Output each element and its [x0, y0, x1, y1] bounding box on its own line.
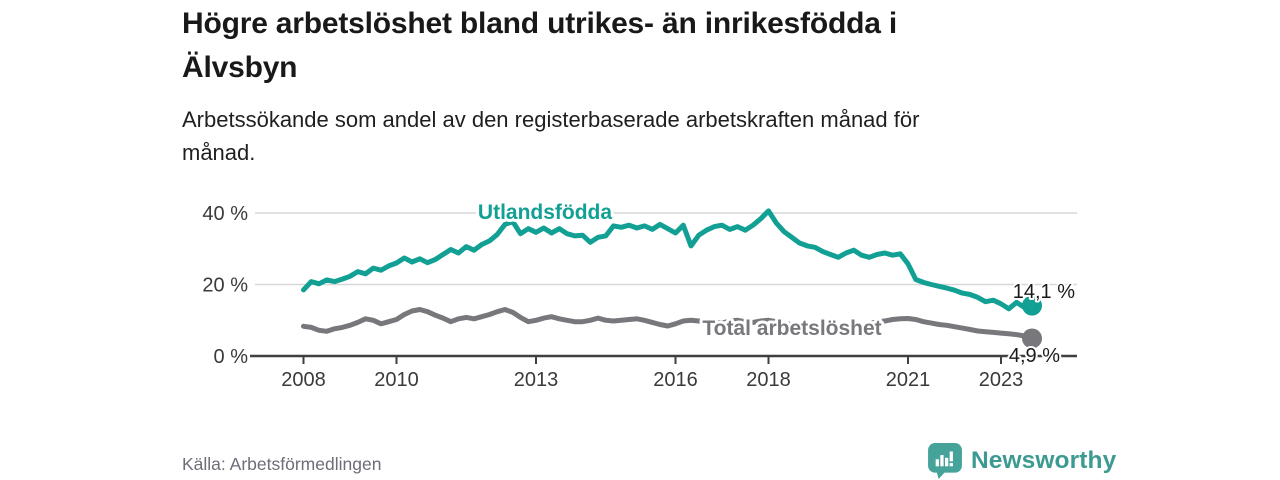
- x-axis-tick-label: 2008: [281, 369, 326, 391]
- subtitle-line-1: Arbetssökande som andel av den registerb…: [182, 107, 920, 132]
- series-label: Utlandsfödda: [478, 201, 612, 224]
- y-axis-tick-label: 20 %: [202, 275, 248, 297]
- x-axis-tick-label: 2010: [374, 369, 419, 391]
- line-chart: 40 % 20 % 0 % 2008 2010 2013 2016 2018 2021 2023 U…: [202, 198, 1077, 391]
- chart-subtitle: Arbetssökande som andel av den registerb…: [182, 103, 1112, 169]
- subtitle-line-2: månad.: [182, 140, 256, 165]
- series-end-value-label: 14,1 %: [1013, 281, 1075, 303]
- series-end-dot: [1022, 295, 1043, 316]
- x-axis-tick-label: 2023: [979, 369, 1024, 391]
- series-label: Total arbetslöshet: [702, 317, 881, 340]
- page-title: Högre arbetslöshet bland utrikes- än inr…: [182, 2, 1112, 90]
- x-axis-tick-label: 2016: [653, 369, 698, 391]
- x-axis-tick-label: 2018: [746, 369, 791, 391]
- title-line-2: Älvsbyn: [182, 51, 298, 84]
- bar-chart-speech-bubble-icon: [928, 443, 962, 479]
- x-axis-tick-label: 2013: [514, 369, 559, 391]
- source-note: Källa: Arbetsförmedlingen: [182, 454, 382, 474]
- series-line-total: [301, 307, 1035, 341]
- series-end-value-label: 4,9 %: [1009, 345, 1060, 367]
- title-line-1: Högre arbetslöshet bland utrikes- än inr…: [182, 7, 897, 40]
- x-axis-tick-label: 2021: [886, 369, 931, 391]
- newsworthy-logo[interactable]: Newsworthy: [928, 443, 1116, 479]
- y-axis-tick-label: 40 %: [202, 203, 248, 225]
- series-end-dot: [1022, 328, 1043, 349]
- newsworthy-logo-text: Newsworthy: [971, 447, 1117, 474]
- y-axis-tick-label: 0 %: [214, 346, 249, 368]
- series-line-utlandsfodda: [301, 208, 1035, 312]
